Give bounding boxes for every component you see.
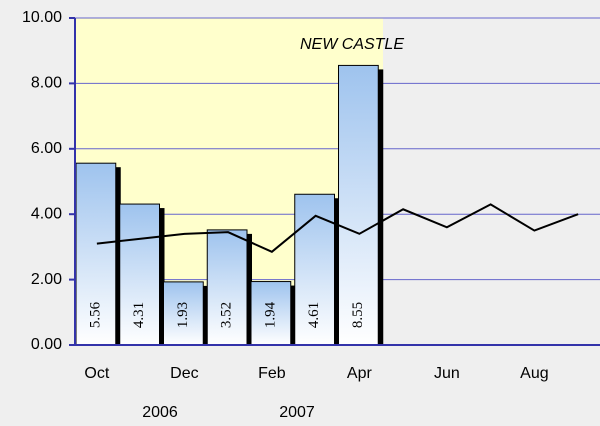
year-label: 2006 xyxy=(142,404,178,421)
y-tick-label: 8.00 xyxy=(31,75,62,92)
y-tick-label: 4.00 xyxy=(31,205,62,222)
bar xyxy=(119,203,160,346)
chart-title: NEW CASTLE xyxy=(300,36,404,53)
x-tick-label: Feb xyxy=(258,365,286,382)
x-tick-label: Aug xyxy=(520,365,548,382)
y-tick-label: 0.00 xyxy=(31,336,62,353)
bar xyxy=(294,193,335,346)
value-label: 4.31 xyxy=(131,302,147,328)
y-tick-label: 10.00 xyxy=(22,9,62,26)
value-label: 5.56 xyxy=(87,301,103,328)
value-label: 8.55 xyxy=(350,302,366,328)
value-label: 1.93 xyxy=(175,302,191,328)
x-tick-label: Dec xyxy=(170,365,198,382)
x-tick-label: Apr xyxy=(347,365,373,382)
year-label: 2007 xyxy=(279,404,315,421)
value-label: 1.94 xyxy=(262,301,278,328)
bar xyxy=(206,229,248,346)
y-tick-label: 6.00 xyxy=(31,140,62,157)
y-tick-label: 2.00 xyxy=(31,271,62,288)
x-tick-label: Jun xyxy=(434,365,460,382)
value-label: 4.61 xyxy=(306,302,322,328)
line xyxy=(96,203,579,253)
value-label: 3.52 xyxy=(219,302,235,328)
bar xyxy=(250,281,292,346)
x-tick-label: Oct xyxy=(84,365,109,382)
